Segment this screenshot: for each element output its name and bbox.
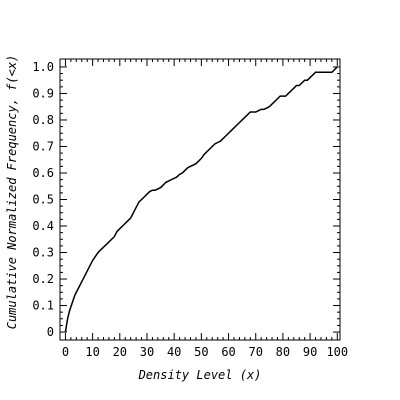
x-tick-label: 70	[249, 345, 263, 359]
x-tick-label: 20	[113, 345, 127, 359]
y-tick-label: 0	[47, 325, 54, 339]
y-axis-title: Cumulative Normalized Frequency, f(<x)	[5, 55, 19, 330]
x-tick-label: 40	[167, 345, 181, 359]
y-tick-label: 0.7	[32, 139, 54, 153]
y-tick-label: 1.0	[32, 60, 54, 74]
y-tick-label: 0.1	[32, 299, 54, 313]
y-tick-label: 0.4	[32, 219, 54, 233]
cdf-series-line	[64, 66, 338, 333]
y-axis-ticks: 0 0.1 0.2 0.3 0.4 0.5 0.6 0.7 0.8 0.9 1.0	[32, 60, 340, 339]
series-group	[64, 66, 338, 333]
x-tick-label: 0	[62, 345, 69, 359]
x-tick-label: 30	[140, 345, 154, 359]
x-tick-label: 80	[276, 345, 290, 359]
x-tick-label: 50	[194, 345, 208, 359]
y-tick-label: 0.8	[32, 113, 54, 127]
x-tick-label: 60	[221, 345, 235, 359]
y-tick-label: 0.6	[32, 166, 54, 180]
y-tick-label: 0.2	[32, 272, 54, 286]
y-tick-label: 0.3	[32, 246, 54, 260]
x-tick-label: 100	[326, 345, 348, 359]
x-axis-title: Density Level (x)	[138, 368, 262, 382]
y-tick-label: 0.5	[32, 193, 54, 207]
plot-frame	[59, 58, 341, 341]
x-tick-label: 90	[303, 345, 317, 359]
x-tick-label: 10	[85, 345, 99, 359]
x-axis-ticks: 0 10 20 30 40 50 60 70 80 90 100	[62, 59, 348, 359]
y-tick-label: 0.9	[32, 86, 54, 100]
